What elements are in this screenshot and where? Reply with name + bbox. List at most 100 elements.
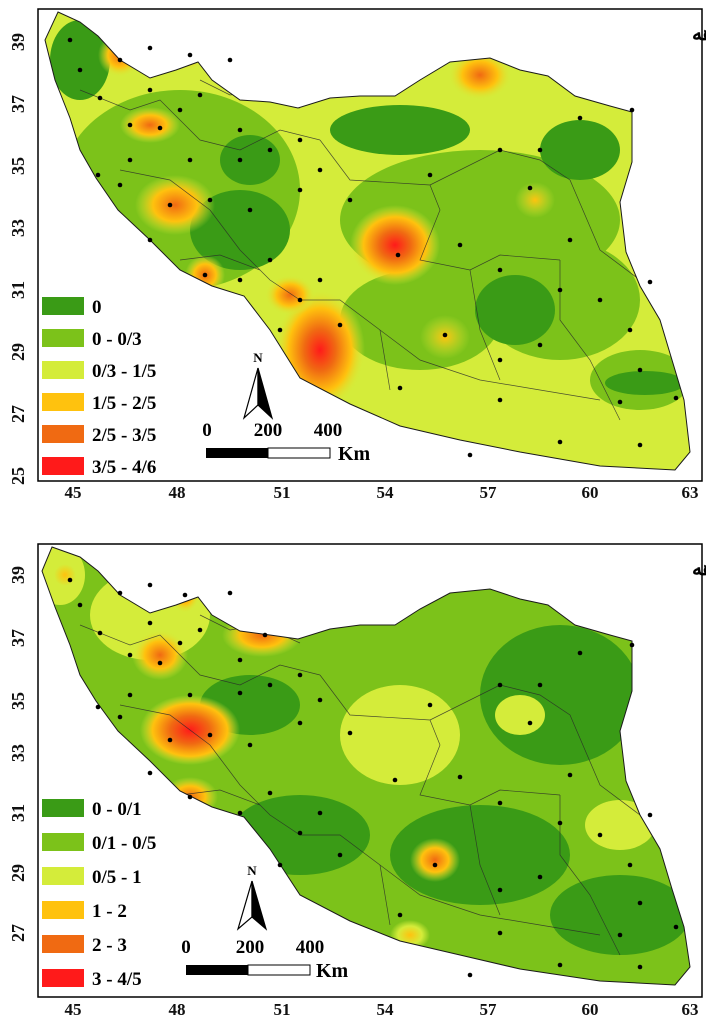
map-figure: ۲۴ ماهه 39 37 35 33 31 29 27 45 48 51 54… — [8, 543, 706, 1019]
x-axis: 45 48 51 54 57 60 63 — [65, 483, 699, 502]
legend-label: 0 - 0/3 — [92, 329, 142, 350]
station-dot — [187, 52, 193, 58]
scale-bar: 0 200 400 Km — [202, 420, 370, 465]
station-dot — [147, 620, 153, 626]
scale-bar: 0 200 400 Km — [181, 937, 348, 982]
x-tick-label: 57 — [480, 483, 498, 500]
y-tick-label: 29 — [8, 343, 28, 361]
x-tick-label: 54 — [377, 1000, 395, 1018]
map-figure: ۱۲ ماهه 39 37 35 33 31 29 27 25 45 48 51… — [8, 8, 706, 502]
station-dot — [337, 322, 343, 328]
station-dot — [442, 332, 448, 338]
station-dot — [647, 812, 653, 818]
x-tick-label: 51 — [274, 483, 291, 500]
station-dot — [637, 442, 643, 448]
station-dot — [395, 252, 401, 258]
legend-swatch — [42, 457, 84, 475]
y-tick-label: 35 — [8, 157, 28, 175]
station-dot — [497, 397, 503, 403]
station-dot — [202, 272, 208, 278]
station-dot — [457, 774, 463, 780]
station-dot — [577, 650, 583, 656]
station-dot — [167, 202, 173, 208]
station-dot — [197, 627, 203, 633]
station-dot — [237, 690, 243, 696]
y-axis: 39 37 35 33 31 29 27 — [8, 566, 28, 942]
station-dot — [537, 874, 543, 880]
legend-swatch — [42, 361, 84, 379]
station-dot — [427, 702, 433, 708]
y-tick-label: 33 — [8, 219, 28, 237]
north-arrow-icon: N — [236, 863, 268, 931]
station-dot — [157, 660, 163, 666]
station-dot — [147, 237, 153, 243]
station-dot — [147, 45, 153, 51]
station-dot — [117, 182, 123, 188]
station-dot — [397, 912, 403, 918]
station-dot — [237, 157, 243, 163]
station-dot — [67, 37, 73, 43]
scale-unit-label: Km — [338, 443, 371, 465]
station-dot — [617, 399, 623, 405]
legend-swatch — [42, 329, 84, 347]
x-tick-label: 48 — [169, 483, 186, 500]
station-dot — [557, 287, 563, 293]
x-tick-label: 45 — [65, 1000, 82, 1018]
x-tick-label: 60 — [582, 483, 599, 500]
legend-label: 0/5 - 1 — [92, 867, 142, 888]
y-tick-label: 31 — [8, 281, 28, 299]
legend-swatch — [42, 833, 84, 851]
legend-swatch — [42, 935, 84, 953]
station-dot — [95, 704, 101, 710]
y-tick-label: 39 — [8, 566, 28, 584]
y-tick-label: 27 — [8, 405, 28, 423]
station-dot — [167, 737, 173, 743]
svg-text:N: N — [247, 863, 257, 878]
legend-label: 0/3 - 1/5 — [92, 361, 156, 382]
legend-swatch — [42, 393, 84, 411]
station-dot — [127, 157, 133, 163]
station-dot — [207, 732, 213, 738]
x-tick-label: 57 — [480, 1000, 498, 1018]
legend: 0 0 - 0/3 0/3 - 1/5 1/5 - 2/5 2/5 - 3/5 … — [42, 297, 156, 478]
station-dot — [317, 167, 323, 173]
station-dot — [187, 157, 193, 163]
station-dot — [127, 692, 133, 698]
station-dot — [537, 147, 543, 153]
country-outline — [44, 11, 691, 471]
map-title: ۱۲ ماهه — [692, 23, 706, 45]
y-tick-label: 25 — [8, 467, 28, 485]
station-dot — [207, 197, 213, 203]
station-dot — [127, 122, 133, 128]
station-dot — [247, 207, 253, 213]
station-dot — [557, 820, 563, 826]
station-dot — [673, 924, 679, 930]
station-dot — [637, 367, 643, 373]
station-dot — [267, 682, 273, 688]
y-tick-label: 31 — [8, 804, 28, 822]
station-dot — [187, 794, 193, 800]
x-tick-label: 45 — [65, 483, 82, 500]
legend: 0 - 0/1 0/1 - 0/5 0/5 - 1 1 - 2 2 - 3 3 … — [42, 799, 156, 990]
legend-label: 3/5 - 4/6 — [92, 457, 156, 478]
legend-label: 1/5 - 2/5 — [92, 393, 156, 414]
station-dot — [267, 790, 273, 796]
legend-swatch — [42, 867, 84, 885]
station-dot — [147, 582, 153, 588]
station-dot — [467, 452, 473, 458]
y-tick-label: 37 — [8, 629, 28, 647]
station-points — [67, 577, 679, 978]
x-tick-label: 48 — [169, 1000, 186, 1018]
station-dot — [97, 95, 103, 101]
station-dot — [467, 972, 473, 978]
station-dot — [297, 720, 303, 726]
y-tick-label: 27 — [8, 924, 28, 942]
station-dot — [177, 107, 183, 113]
station-dot — [237, 127, 243, 133]
station-dot — [627, 862, 633, 868]
station-dot — [497, 800, 503, 806]
station-dot — [67, 577, 73, 583]
station-dot — [317, 277, 323, 283]
station-dot — [392, 777, 398, 783]
station-dot — [427, 172, 433, 178]
